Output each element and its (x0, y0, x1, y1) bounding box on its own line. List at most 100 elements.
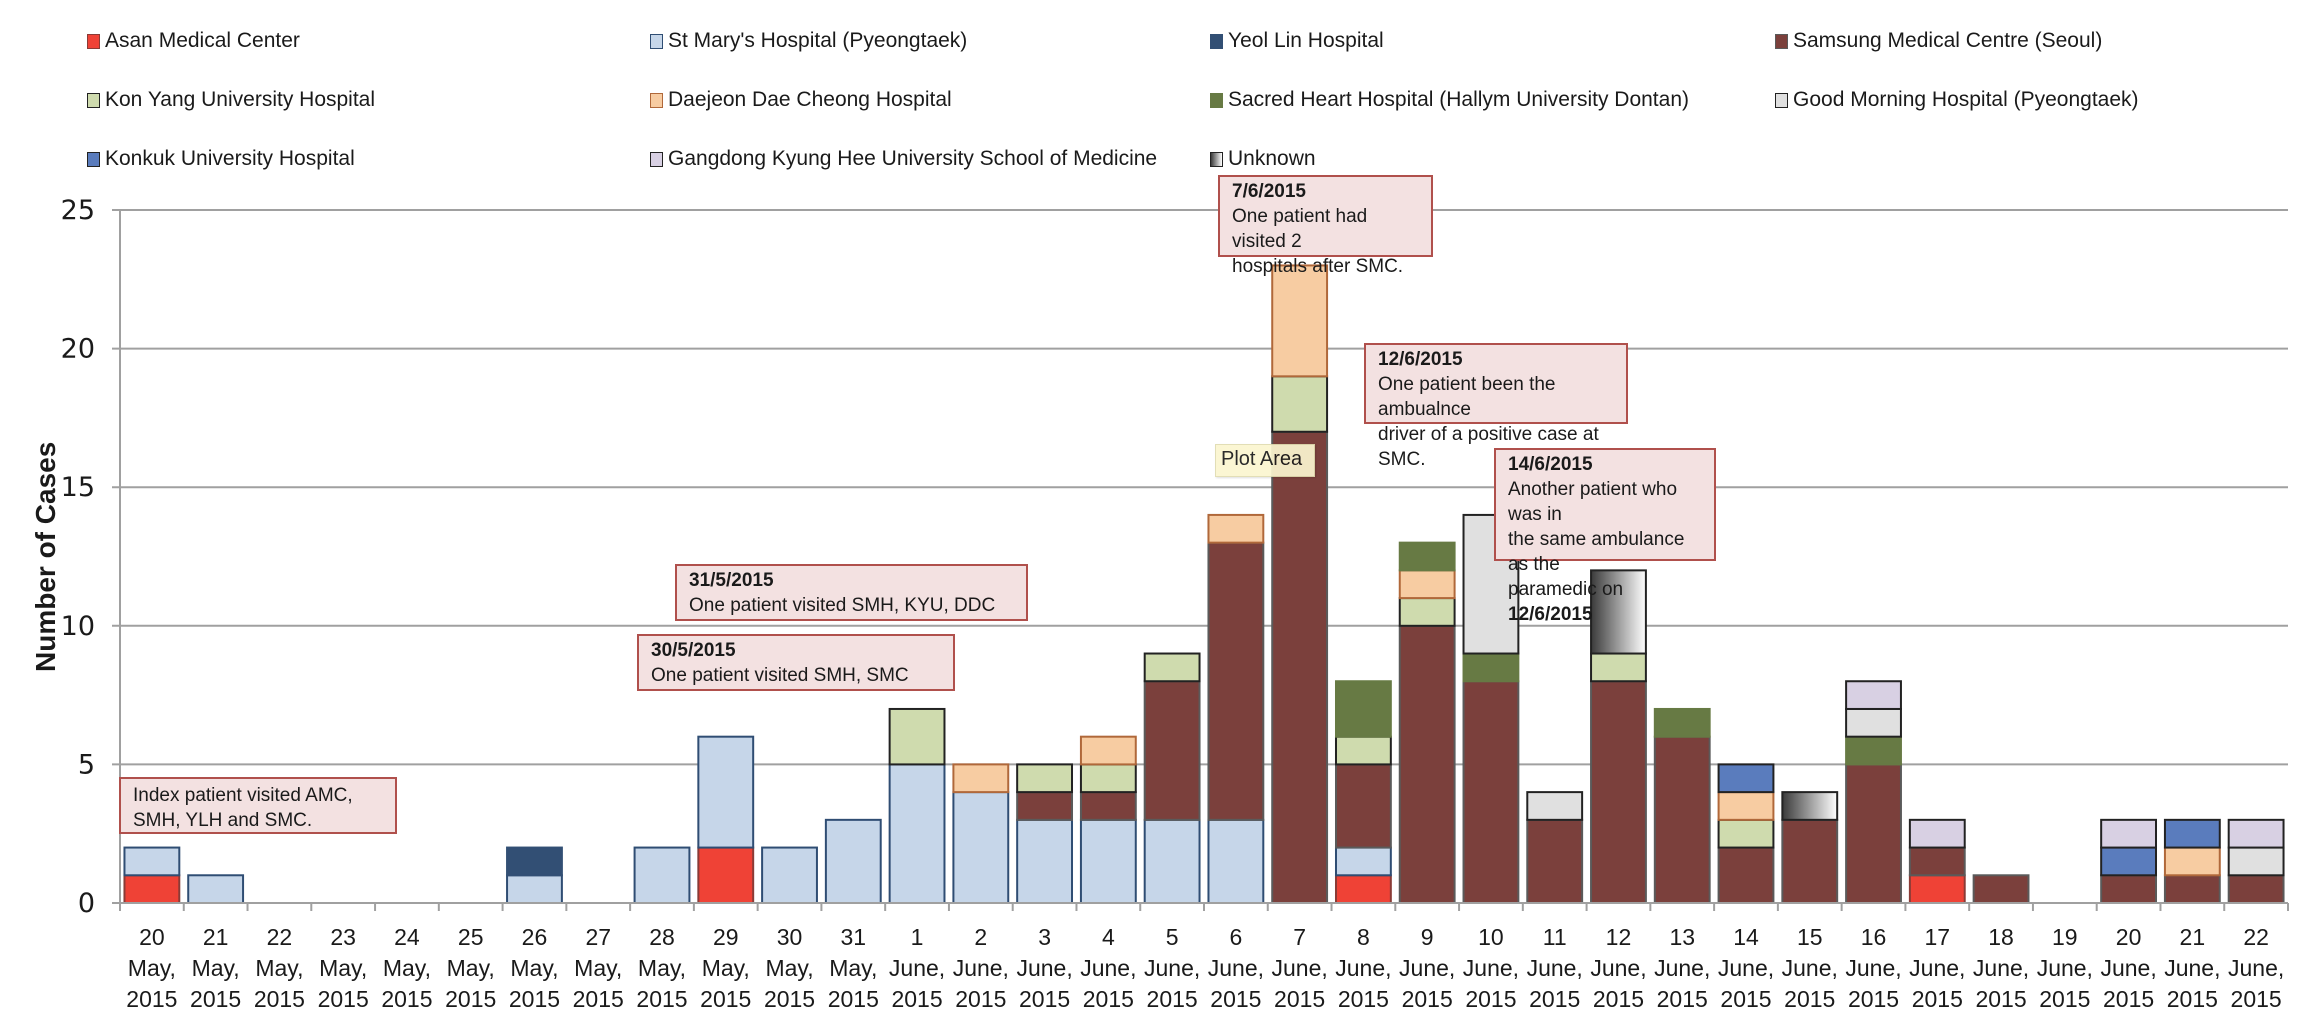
x-tick-label-line: May, (383, 955, 431, 981)
bar-segment-amc[interactable] (1908, 874, 1966, 905)
bar-segment-gkh[interactable] (2227, 818, 2285, 849)
bar-segment-smh[interactable] (824, 818, 882, 905)
legend-item-kuh[interactable]: Konkuk University Hospital (87, 147, 355, 171)
bar-segment-kuh[interactable] (2100, 846, 2158, 877)
bar-segment-kyu[interactable] (1334, 735, 1392, 766)
bar-segment-kyu[interactable] (888, 707, 946, 766)
legend-item-smc[interactable]: Samsung Medical Centre (Seoul) (1775, 29, 2102, 53)
bar-segment-smc[interactable] (1398, 624, 1456, 904)
bar-segment-kyu[interactable] (1717, 818, 1775, 849)
bar-segment-sh[interactable] (1334, 680, 1392, 738)
bar-segment-smc[interactable] (1526, 818, 1584, 905)
bar-segment-smc[interactable] (2163, 874, 2221, 905)
bar-segment-ddc[interactable] (2163, 846, 2221, 877)
bar-segment-smc[interactable] (1908, 846, 1966, 877)
bar-segment-smh[interactable] (123, 846, 181, 877)
bar-segment-ylh[interactable] (506, 846, 563, 877)
bar-segment-smh[interactable] (888, 763, 946, 905)
annotation-line: One patient visited SMH, KYU, DDC (689, 595, 996, 616)
bar-segment-smc[interactable] (2227, 874, 2285, 905)
legend-item-smh[interactable]: St Mary's Hospital (Pyeongtaek) (650, 29, 967, 53)
bar-segment-smh[interactable] (1207, 818, 1265, 905)
bar-segment-sh[interactable] (1845, 735, 1902, 766)
bar-segment-smc[interactable] (1334, 763, 1392, 849)
bar-segment-smh[interactable] (761, 846, 818, 904)
bar-segment-ddc[interactable] (1717, 791, 1775, 821)
bar-segment-smc[interactable] (1143, 680, 1201, 821)
bar-segment-smc[interactable] (1462, 680, 1520, 904)
bar-segment-sh[interactable] (1653, 707, 1711, 738)
bar-segment-smc[interactable] (1717, 846, 1775, 904)
bar-segment-smc[interactable] (1653, 735, 1711, 904)
bar-segment-smc[interactable] (1972, 874, 2030, 905)
annotation-line: Another patient who was in (1508, 479, 1678, 525)
legend-item-gkh[interactable]: Gangdong Kyung Hee University School of … (650, 147, 1157, 171)
bar-segment-unk[interactable] (1590, 569, 1647, 655)
legend-item-kyu[interactable]: Kon Yang University Hospital (87, 88, 375, 112)
bar-segment-smh[interactable] (697, 735, 755, 849)
x-tick-label-line: 2015 (2103, 986, 2154, 1012)
bar-segment-unk[interactable] (1781, 791, 1839, 821)
bar-segment-ddc[interactable] (952, 763, 1010, 794)
bar-segment-kyu[interactable] (1016, 763, 1074, 794)
bar-segment-ddc[interactable] (1207, 513, 1265, 544)
x-tick-label-line: 28 (649, 924, 675, 950)
bar-segment-smh[interactable] (1016, 818, 1074, 905)
bar-segment-smh[interactable] (1334, 846, 1392, 877)
x-tick-label: 26 May, 2015 (509, 924, 560, 1012)
bar-segment-kyu[interactable] (1143, 652, 1201, 683)
bar-segment-smh[interactable] (633, 846, 691, 904)
bar-segment-smc[interactable] (1271, 430, 1329, 904)
bar-segment-kyu[interactable] (1590, 652, 1647, 683)
bar-segment-smh[interactable] (1143, 818, 1201, 905)
legend-label: Samsung Medical Centre (Seoul) (1793, 29, 2103, 52)
legend-item-ddc[interactable]: Daejeon Dae Cheong Hospital (650, 88, 952, 112)
legend-item-ylh[interactable]: Yeol Lin Hospital (1210, 29, 1384, 53)
x-tick-label-line: May, (765, 955, 813, 981)
bar-segment-gm[interactable] (1526, 791, 1584, 821)
legend-label: St Mary's Hospital (Pyeongtaek) (668, 29, 968, 52)
bar-segment-smc[interactable] (1781, 818, 1839, 905)
bar-segment-ddc[interactable] (1079, 735, 1137, 766)
bar-segment-amc[interactable] (123, 874, 181, 905)
bar-segment-smc[interactable] (1207, 541, 1265, 821)
bar-segment-gkh[interactable] (1845, 680, 1902, 710)
bar-segment-kuh[interactable] (2163, 818, 2221, 849)
x-tick-label-line: June, (1399, 955, 1455, 981)
bar-segment-ddc[interactable] (1271, 264, 1329, 378)
bar-segment-amc[interactable] (697, 846, 755, 904)
bar-segment-smh[interactable] (952, 791, 1010, 904)
x-tick-label: 22 June, 2015 (2228, 924, 2284, 1012)
legend-item-sh[interactable]: Sacred Heart Hospital (Hallym University… (1210, 88, 1689, 112)
bar-segment-smc[interactable] (1079, 791, 1137, 821)
bar-segment-amc[interactable] (1334, 874, 1392, 905)
legend-item-gm[interactable]: Good Morning Hospital (Pyeongtaek) (1775, 88, 2139, 112)
bar-segment-sh[interactable] (1462, 652, 1520, 683)
legend-item-unk[interactable]: Unknown (1210, 147, 1316, 171)
x-tick-label: 20 May, 2015 (126, 924, 177, 1012)
bar-segment-kyu[interactable] (1271, 375, 1329, 433)
bar-segment-gkh[interactable] (2100, 818, 2158, 849)
bar-segment-smh[interactable] (1079, 818, 1137, 905)
bar-segment-smh[interactable] (187, 874, 245, 905)
bar-segment-kyu[interactable] (1079, 763, 1137, 794)
bar-segment-smc[interactable] (1016, 791, 1074, 821)
bar-segment-kyu[interactable] (1398, 597, 1456, 627)
bar-segment-kuh[interactable] (1717, 763, 1775, 794)
x-tick-label-line: 9 (1421, 924, 1434, 950)
bar-segment-gkh[interactable] (1908, 818, 1966, 849)
bar-segment-smc[interactable] (1845, 763, 1902, 905)
annotation-line: Index patient visited AMC, (133, 785, 353, 806)
bar-segment-sh[interactable] (1398, 541, 1456, 572)
x-tick-label-line: June, (1080, 955, 1136, 981)
bar-segment-gm[interactable] (1845, 707, 1902, 738)
x-tick-label-line: May, (319, 955, 367, 981)
bar-segment-smc[interactable] (1590, 680, 1647, 904)
bar-segment-gm[interactable] (2227, 846, 2285, 877)
bar-segment-ddc[interactable] (1398, 569, 1456, 600)
x-tick-label: 13 June, 2015 (1654, 924, 1710, 1012)
bar-segment-smc[interactable] (2100, 874, 2158, 905)
bar-segment-smh[interactable] (506, 874, 563, 905)
legend-item-amc[interactable]: Asan Medical Center (87, 29, 300, 53)
